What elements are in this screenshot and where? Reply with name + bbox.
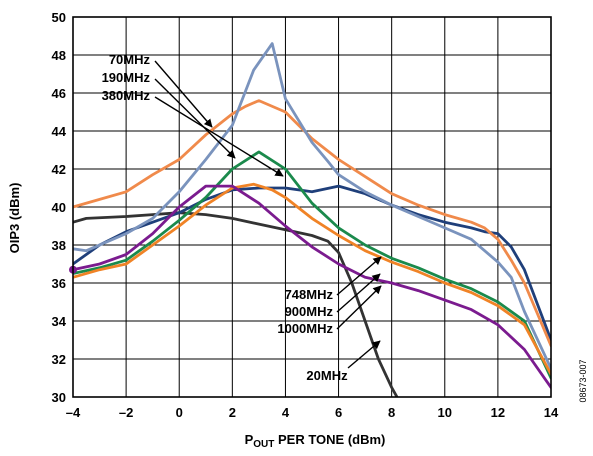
x-tick-label: 8: [388, 405, 395, 420]
x-tick-label: 6: [335, 405, 342, 420]
x-axis-title-rest: PER TONE (dBm): [274, 432, 385, 447]
annotation-label-900mhz: 900MHz: [285, 304, 334, 319]
y-tick-label: 30: [52, 390, 66, 405]
y-tick-label: 36: [52, 276, 66, 291]
annotation-arrow-900mhz: [336, 273, 381, 313]
y-axis-title: OIP3 (dBm): [7, 183, 22, 254]
annotation-arrow-748mhz: [336, 256, 382, 296]
x-tick-label: 14: [544, 405, 559, 420]
series-line-70mhz: [73, 184, 551, 342]
series-line-190mhz: [73, 99, 551, 348]
annotation-label-380mhz: 380MHz: [102, 88, 151, 103]
figure-id: 08673-007: [578, 359, 588, 402]
plot-frame: [72, 16, 552, 398]
y-tick-label: 34: [52, 314, 67, 329]
y-tick-label: 40: [52, 200, 66, 215]
annotation-arrow-20mhz: [347, 340, 381, 369]
y-tick-label: 32: [52, 352, 66, 367]
annotation-label-748mhz: 748MHz: [285, 287, 334, 302]
series-line-20mhz: [73, 211, 399, 397]
x-tick-label: 2: [229, 405, 236, 420]
series-line-748mhz: [73, 150, 551, 380]
y-tick-label: 50: [52, 10, 66, 25]
series-line-900mhz: [73, 182, 551, 376]
x-tick-label: 4: [282, 405, 290, 420]
series-line-380mhz: [73, 42, 551, 370]
series-line-1000mhz: [73, 184, 551, 389]
series-layer: [69, 42, 551, 397]
y-tick-label: 48: [52, 48, 66, 63]
x-axis-title: POUT PER TONE (dBm): [245, 432, 386, 450]
x-tick-label: 10: [438, 405, 452, 420]
annotation-arrow-190mhz: [154, 78, 236, 159]
y-tick-label: 44: [52, 124, 67, 139]
annotation-arrow-380mhz: [154, 96, 284, 177]
x-axis-title-subscript: OUT: [253, 439, 274, 450]
x-tick-label: –2: [119, 405, 133, 420]
y-tick-label: 38: [52, 238, 66, 253]
x-axis-title-main: P: [245, 432, 254, 447]
annotation-label-20mhz: 20MHz: [306, 368, 348, 383]
annotation-label-70mhz: 70MHz: [109, 52, 151, 67]
annotation-label-190mhz: 190MHz: [102, 70, 151, 85]
x-tick-label: –4: [66, 405, 81, 420]
annotation-arrow-1000mhz: [336, 285, 382, 330]
y-tick-label: 46: [52, 86, 66, 101]
y-tick-label: 42: [52, 162, 66, 177]
annotation-label-1000mhz: 1000MHz: [277, 321, 333, 336]
x-tick-label: 12: [491, 405, 505, 420]
annotation-layer: 70MHz 190MHz 380MHz 748MHz 900MHz 1000MHz 20MH…: [102, 52, 382, 383]
annotation-arrow-70mhz: [154, 60, 213, 128]
x-tick-label: 0: [176, 405, 183, 420]
